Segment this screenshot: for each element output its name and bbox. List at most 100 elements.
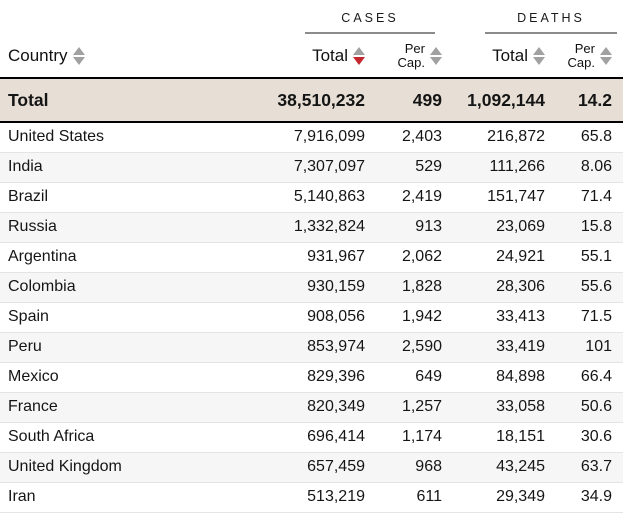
table-row: India 7,307,097 529 111,266 8.06 [0, 152, 623, 183]
total-cases-percap-cell: 499 [365, 77, 442, 123]
sort-icon [72, 46, 85, 65]
country-cell: India [0, 152, 220, 183]
country-cell: Peru [0, 332, 220, 363]
column-header-cases-total[interactable]: Total [220, 34, 365, 78]
column-header-deaths-percap-label: Per Cap. [567, 40, 595, 70]
table-row: United States 7,916,099 2,403 216,872 65… [0, 122, 623, 153]
table-row: Colombia 930,159 1,828 28,306 55.6 [0, 272, 623, 303]
country-cell: Spain [0, 302, 220, 333]
sort-icon [533, 46, 545, 65]
sort-desc-icon [72, 56, 85, 65]
cases-total-cell: 820,349 [220, 392, 365, 423]
cases-percap-cell: 913 [365, 212, 442, 243]
cases-total-cell: 829,396 [220, 362, 365, 393]
deaths-percap-cell: 50.6 [545, 392, 623, 423]
deaths-percap-cell: 71.4 [545, 182, 623, 213]
table-body: United States 7,916,099 2,403 216,872 65… [0, 122, 623, 513]
cases-percap-cell: 611 [365, 482, 442, 513]
sort-icon [600, 46, 612, 65]
cases-percap-cell: 968 [365, 452, 442, 483]
deaths-total-cell: 33,058 [442, 392, 545, 423]
cases-total-cell: 930,159 [220, 272, 365, 303]
deaths-percap-cell: 55.6 [545, 272, 623, 303]
column-header-country[interactable]: Country [0, 34, 220, 78]
sort-asc-icon [600, 46, 612, 55]
sort-asc-icon [533, 46, 545, 55]
country-cell: South Africa [0, 422, 220, 453]
deaths-total-cell: 33,419 [442, 332, 545, 363]
column-header-cases-percap[interactable]: Per Cap. [365, 34, 442, 78]
cases-total-cell: 908,056 [220, 302, 365, 333]
sort-asc-icon [430, 46, 442, 55]
sort-desc-icon [600, 56, 612, 65]
country-cell: Brazil [0, 182, 220, 213]
total-row-body: Total 38,510,232 499 1,092,144 14.2 [0, 77, 623, 123]
group-header-cases: CASES [305, 11, 435, 34]
column-header-country-label: Country [8, 45, 68, 65]
total-deaths-percap-cell: 14.2 [545, 77, 623, 123]
deaths-total-cell: 24,921 [442, 242, 545, 273]
table-row: Spain 908,056 1,942 33,413 71.5 [0, 302, 623, 333]
sort-icon [430, 46, 442, 65]
cases-percap-cell: 2,590 [365, 332, 442, 363]
deaths-percap-cell: 66.4 [545, 362, 623, 393]
country-cell: Colombia [0, 272, 220, 303]
total-cases-total-cell: 38,510,232 [220, 77, 365, 123]
cases-total-cell: 5,140,863 [220, 182, 365, 213]
cases-total-cell: 931,967 [220, 242, 365, 273]
group-header-deaths: DEATHS [485, 11, 617, 34]
deaths-percap-cell: 65.8 [545, 122, 623, 153]
column-header-deaths-percap[interactable]: Per Cap. [545, 34, 623, 78]
deaths-percap-cell: 63.7 [545, 452, 623, 483]
total-row-label: Total [0, 77, 220, 123]
deaths-total-cell: 111,266 [442, 152, 545, 183]
sort-icon-active-desc [353, 46, 365, 65]
country-cell: France [0, 392, 220, 423]
total-deaths-total-cell: 1,092,144 [442, 77, 545, 123]
deaths-total-cell: 29,349 [442, 482, 545, 513]
deaths-total-cell: 43,245 [442, 452, 545, 483]
group-header-row: CASES DEATHS [0, 0, 623, 34]
group-header-spacer [0, 0, 220, 34]
sort-asc-icon [72, 46, 85, 55]
table-row: Argentina 931,967 2,062 24,921 55.1 [0, 242, 623, 273]
cases-total-cell: 1,332,824 [220, 212, 365, 243]
column-header-cases-total-label: Total [312, 45, 348, 65]
column-header-deaths-total[interactable]: Total [442, 34, 545, 78]
cases-percap-cell: 2,062 [365, 242, 442, 273]
deaths-percap-cell: 15.8 [545, 212, 623, 243]
cases-total-cell: 7,916,099 [220, 122, 365, 153]
deaths-percap-cell: 30.6 [545, 422, 623, 453]
country-cell: United Kingdom [0, 452, 220, 483]
deaths-total-cell: 28,306 [442, 272, 545, 303]
table-row: Mexico 829,396 649 84,898 66.4 [0, 362, 623, 393]
cases-percap-cell: 2,419 [365, 182, 442, 213]
sort-desc-icon [430, 56, 442, 65]
cases-total-cell: 513,219 [220, 482, 365, 513]
deaths-percap-cell: 8.06 [545, 152, 623, 183]
country-cell: Argentina [0, 242, 220, 273]
total-row: Total 38,510,232 499 1,092,144 14.2 [0, 77, 623, 123]
sort-desc-icon [533, 56, 545, 65]
country-cell: Iran [0, 482, 220, 513]
table-row: Brazil 5,140,863 2,419 151,747 71.4 [0, 182, 623, 213]
deaths-total-cell: 216,872 [442, 122, 545, 153]
cases-total-cell: 657,459 [220, 452, 365, 483]
deaths-total-cell: 18,151 [442, 422, 545, 453]
country-cell: Russia [0, 212, 220, 243]
table-row: Russia 1,332,824 913 23,069 15.8 [0, 212, 623, 243]
column-header-deaths-total-label: Total [492, 45, 528, 65]
cases-percap-cell: 1,942 [365, 302, 442, 333]
column-header-cases-percap-label: Per Cap. [397, 40, 425, 70]
deaths-total-cell: 33,413 [442, 302, 545, 333]
cases-percap-cell: 1,257 [365, 392, 442, 423]
table-row: Peru 853,974 2,590 33,419 101 [0, 332, 623, 363]
cases-percap-cell: 649 [365, 362, 442, 393]
sort-desc-active-icon [353, 56, 365, 65]
table-row: France 820,349 1,257 33,058 50.6 [0, 392, 623, 423]
table-row: South Africa 696,414 1,174 18,151 30.6 [0, 422, 623, 453]
table-row: United Kingdom 657,459 968 43,245 63.7 [0, 452, 623, 483]
deaths-percap-cell: 34.9 [545, 482, 623, 513]
table-row: Iran 513,219 611 29,349 34.9 [0, 482, 623, 513]
